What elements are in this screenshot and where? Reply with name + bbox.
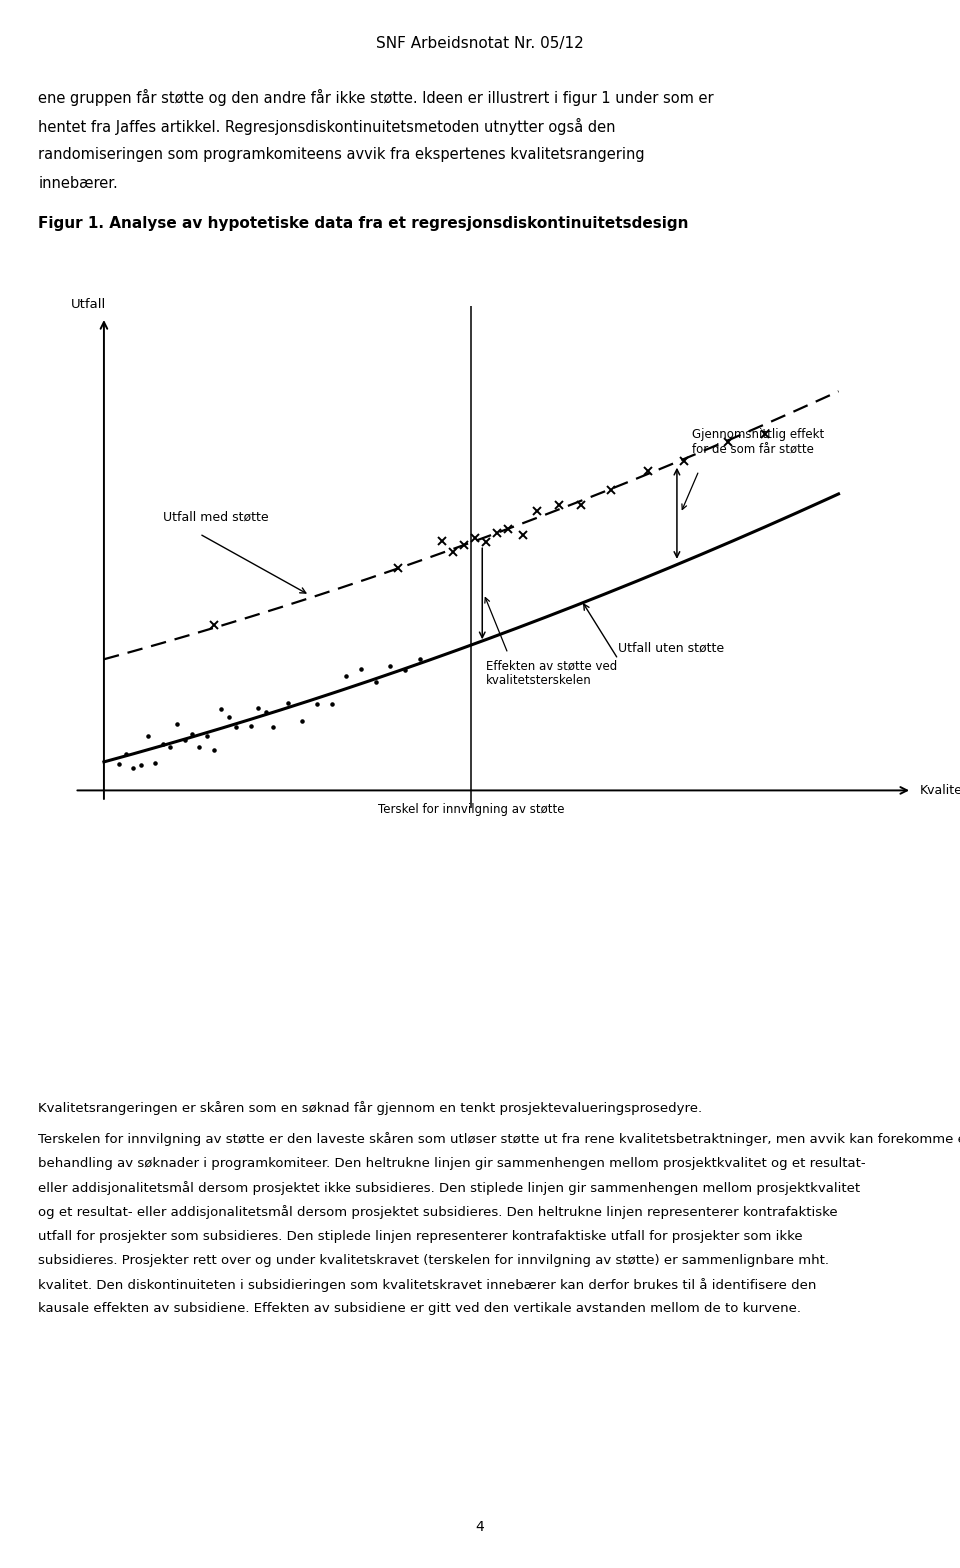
Text: Terskel for innvilgning av støtte: Terskel for innvilgning av støtte [378,803,564,815]
Text: Effekten av støtte ved
kvalitetsterskelen: Effekten av støtte ved kvalitetsterskele… [486,659,617,687]
Text: eller addisjonalitetsmål dersom prosjektet ikke subsidieres. Den stiplede linjen: eller addisjonalitetsmål dersom prosjekt… [38,1181,860,1195]
Text: 4: 4 [475,1519,485,1534]
Text: Terskelen for innvilgning av støtte er den laveste skåren som utløser støtte ut : Terskelen for innvilgning av støtte er d… [38,1132,960,1146]
Text: behandling av søknader i programkomiteer. Den heltrukne linjen gir sammenhengen : behandling av søknader i programkomiteer… [38,1157,866,1170]
Text: hentet fra Jaffes artikkel. Regresjonsdiskontinuitetsmetoden utnytter også den: hentet fra Jaffes artikkel. Regresjonsdi… [38,119,616,135]
Text: Kvalitetsrangeringen er skåren som en søknad får gjennom en tenkt prosjektevalue: Kvalitetsrangeringen er skåren som en sø… [38,1101,703,1115]
Text: innebærer.: innebærer. [38,177,118,191]
Text: Utfall uten støtte: Utfall uten støtte [618,641,724,654]
Text: Kvalitetsrangering: Kvalitetsrangering [920,784,960,797]
Text: kvalitet. Den diskontinuiteten i subsidieringen som kvalitetskravet innebærer ka: kvalitet. Den diskontinuiteten i subsidi… [38,1278,817,1292]
Text: Utfall: Utfall [71,298,107,312]
Text: kausale effekten av subsidiene. Effekten av subsidiene er gitt ved den vertikale: kausale effekten av subsidiene. Effekten… [38,1303,802,1316]
Text: Utfall med støtte: Utfall med støtte [162,510,269,524]
Text: subsidieres. Prosjekter rett over og under kvalitetskravet (terskelen for innvil: subsidieres. Prosjekter rett over og und… [38,1254,829,1267]
Text: og et resultat- eller addisjonalitetsmål dersom prosjektet subsidieres. Den helt: og et resultat- eller addisjonalitetsmål… [38,1206,838,1220]
Text: utfall for prosjekter som subsidieres. Den stiplede linjen representerer kontraf: utfall for prosjekter som subsidieres. D… [38,1229,803,1242]
Text: Figur 1. Analyse av hypotetiske data fra et regresjonsdiskontinuitetsdesign: Figur 1. Analyse av hypotetiske data fra… [38,216,689,232]
Text: SNF Arbeidsnotat Nr. 05/12: SNF Arbeidsnotat Nr. 05/12 [376,36,584,52]
Text: randomiseringen som programkomiteens avvik fra ekspertenes kvalitetsrangering: randomiseringen som programkomiteens avv… [38,147,645,163]
Text: Gjennomsnittlig effekt
for de som får støtte: Gjennomsnittlig effekt for de som får st… [691,428,824,456]
Text: ene gruppen får støtte og den andre får ikke støtte. Ideen er illustrert i figur: ene gruppen får støtte og den andre får … [38,89,714,107]
